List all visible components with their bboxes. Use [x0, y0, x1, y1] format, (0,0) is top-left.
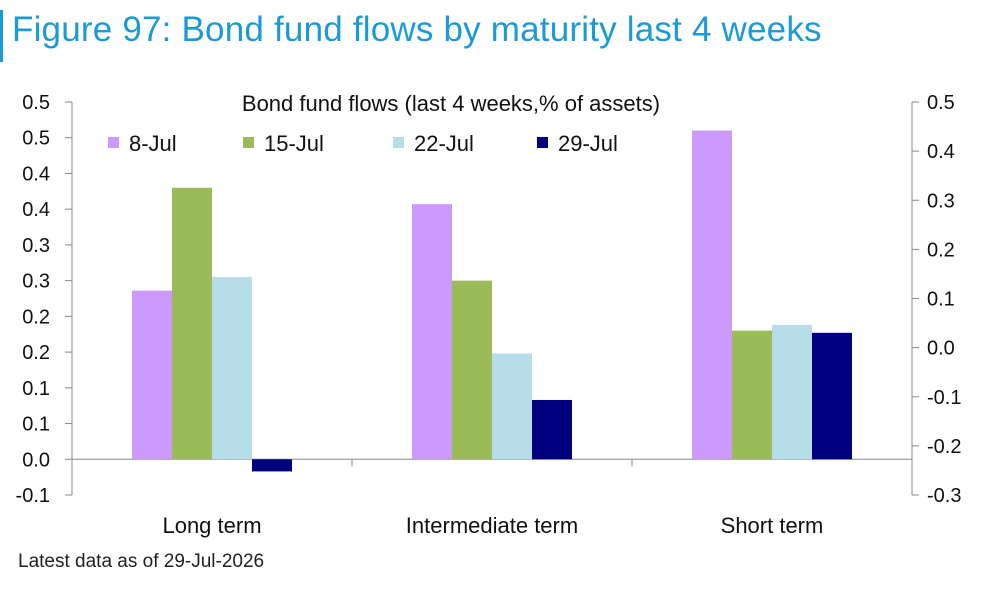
right-tick-label: 0.3 [927, 190, 955, 212]
left-tick-label: 0.2 [22, 342, 50, 364]
left-tick-label: 0.1 [22, 414, 50, 436]
left-tick-label: 0.0 [22, 449, 50, 471]
legend-swatch [243, 137, 254, 148]
bar-22-jul-long-term [212, 277, 252, 460]
bars [132, 130, 852, 472]
legend-label: 22-Jul [414, 131, 474, 156]
bar-29-jul-intermediate-term [532, 399, 572, 460]
right-y-axis: -0.3 -0.2 -0.1 0.0 0.1 0.2 0.3 0.4 0.5 [911, 92, 961, 507]
legend-swatch [108, 137, 119, 148]
bar-15-jul-long-term [172, 187, 212, 460]
bar-8-jul-short-term [692, 130, 732, 460]
legend-swatch [393, 137, 404, 148]
legend: 8-Jul 15-Jul 22-Jul 29-Jul [108, 131, 618, 156]
bar-22-jul-short-term [772, 324, 812, 460]
bar-29-jul-short-term [812, 332, 852, 460]
legend-label: 15-Jul [264, 131, 324, 156]
left-tick-label: 0.4 [22, 199, 50, 221]
bar-15-jul-intermediate-term [452, 280, 492, 460]
footnote: Latest data as of 29-Jul-2026 [18, 551, 265, 572]
legend-label: 29-Jul [558, 131, 618, 156]
left-tick-label: 0.5 [22, 92, 50, 114]
right-tick-label: -0.1 [927, 387, 961, 409]
right-tick-label: 0.5 [927, 92, 955, 114]
bar-15-jul-short-term [732, 330, 772, 460]
right-tick-label: 0.1 [927, 289, 955, 311]
bar-8-jul-long-term [132, 290, 172, 460]
left-tick-label: 0.1 [22, 378, 50, 400]
legend-label: 8-Jul [129, 131, 177, 156]
left-tick-label: 0.5 [22, 128, 50, 150]
x-axis: Long term Intermediate term Short term [71, 458, 913, 538]
left-y-axis: -0.1 0.0 0.1 0.1 0.2 0.2 0.3 0.3 0.4 0.4 0.5 0.5 [16, 92, 73, 507]
category-label: Short term [721, 513, 824, 538]
bar-8-jul-intermediate-term [412, 204, 452, 460]
bar-29-jul-long-term [252, 459, 292, 472]
category-label: Long term [162, 513, 261, 538]
right-tick-label: 0.4 [927, 141, 955, 163]
right-tick-label: 0.0 [927, 338, 955, 360]
right-tick-label: 0.2 [927, 239, 955, 261]
left-tick-label: 0.3 [22, 235, 50, 257]
category-label: Intermediate term [406, 513, 578, 538]
left-tick-label: 0.3 [22, 271, 50, 293]
left-tick-label: -0.1 [16, 485, 50, 507]
figure-title: Figure 97: Bond fund flows by maturity l… [12, 10, 822, 49]
left-tick-label: 0.2 [22, 306, 50, 328]
right-tick-label: -0.2 [927, 436, 961, 458]
legend-swatch [537, 137, 548, 148]
chart-title: Bond fund flows (last 4 weeks,% of asset… [242, 91, 660, 116]
bar-22-jul-intermediate-term [492, 353, 532, 460]
right-tick-label: -0.3 [927, 485, 961, 507]
title-accent-bar [0, 10, 3, 62]
left-tick-label: 0.4 [22, 163, 50, 185]
